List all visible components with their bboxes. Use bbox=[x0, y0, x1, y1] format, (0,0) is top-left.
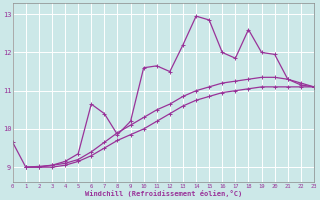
X-axis label: Windchill (Refroidissement éolien,°C): Windchill (Refroidissement éolien,°C) bbox=[85, 190, 242, 197]
